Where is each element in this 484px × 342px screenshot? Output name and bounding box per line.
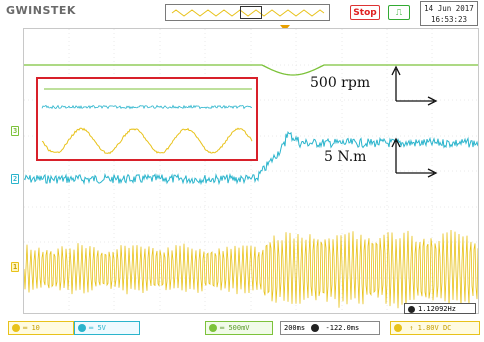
run-stop-button[interactable]: Stop: [350, 5, 380, 20]
ch3-marker[interactable]: 3: [11, 126, 20, 136]
timebase-box[interactable]: 200ms -122.0ms: [280, 321, 380, 335]
zoom-inset: [36, 77, 258, 161]
ch2-torque-trace: [24, 130, 478, 186]
bottom-status-bar: ═ 10 ═ 5V ═ 500mV 200ms -122.0ms ↑ 1.80V…: [0, 315, 484, 342]
trigger-source-icon: [394, 324, 402, 332]
torque-annotation: 5 N.m: [324, 149, 367, 165]
frequency-value: 1.12092Hz: [418, 305, 456, 313]
frequency-readout: 1.12092Hz: [404, 303, 476, 314]
trigger-position-value: -122.0ms: [325, 324, 360, 332]
axis-arrows-speed: [391, 65, 438, 106]
ch1-indicator-icon: [12, 324, 20, 332]
graticule-grid: [24, 29, 478, 313]
brand-logo: GWINSTEK: [6, 4, 76, 17]
trigger-level-value: 1.80V: [417, 324, 439, 332]
datetime-display: 14 Jun 2017 16:53:23: [420, 1, 478, 26]
timebase-value: 200ms: [284, 324, 306, 332]
ch3-speed-trace: [24, 64, 478, 76]
trigger-slope-icon: ↑: [409, 324, 414, 332]
memory-overview-bar[interactable]: [165, 4, 330, 21]
speed-annotation: 500 rpm: [310, 75, 371, 91]
ch2-indicator-icon: [78, 324, 86, 332]
ch4-indicator-icon: [209, 324, 217, 332]
ch4-scale-box[interactable]: ═ 500mV: [205, 321, 273, 335]
waveform-display[interactable]: 500 rpm 5 N.m: [23, 28, 479, 314]
ch1-scale-box[interactable]: ═ 10: [8, 321, 74, 335]
top-status-bar: GWINSTEK Stop ⎍ 14 Jun 2017 16:53:23: [0, 0, 484, 31]
trigger-info-box[interactable]: ↑ 1.80V DC: [390, 321, 480, 335]
horizontal-position-icon: [311, 324, 320, 332]
waveform-canvas: [24, 29, 478, 313]
ch2-scale-value: 5V: [97, 324, 106, 332]
ch2-scale-box[interactable]: ═ 5V: [74, 321, 140, 335]
ch2-marker[interactable]: 2: [11, 174, 20, 184]
ch1-scale-value: 10: [31, 324, 40, 332]
trigger-coupling-value: DC: [442, 324, 452, 332]
date-text: 14 Jun 2017: [424, 4, 474, 13]
overview-waveform: [171, 9, 325, 17]
ch1-marker[interactable]: 1: [11, 262, 20, 272]
trigger-edge-icon[interactable]: ⎍: [388, 5, 410, 20]
measure-icon: [408, 305, 415, 313]
time-text: 16:53:23: [430, 15, 468, 24]
axis-arrows-torque: [391, 137, 438, 178]
ch1-current-trace: [24, 229, 478, 309]
overview-window-indicator[interactable]: [240, 6, 262, 19]
ch4-scale-value: 500mV: [228, 324, 250, 332]
